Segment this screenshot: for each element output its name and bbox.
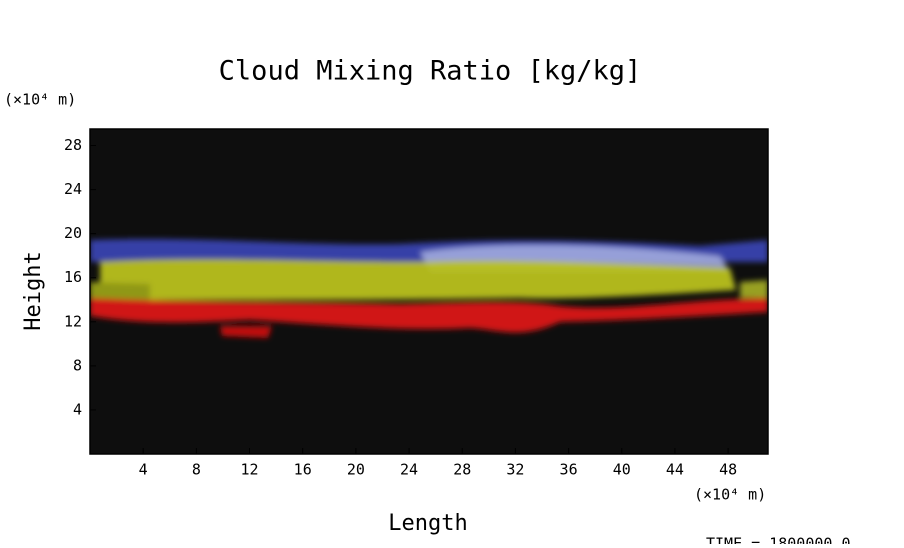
x-tick-label: 12 [240,461,258,479]
y-tick-label: 12 [64,312,82,330]
cloud-field [90,239,768,338]
x-tick-label: 4 [139,461,148,479]
y-axis-label: Height [21,251,46,330]
x-tick-label: 32 [506,461,524,479]
y-unit: (×10⁴ m) [4,91,76,109]
x-tick-label: 40 [613,461,631,479]
x-unit: (×10⁴ m) [694,486,766,504]
y-tick-label: 8 [73,356,82,374]
y-tick-label: 16 [64,268,82,286]
x-axis-label: Length [388,511,467,536]
x-tick-label: 36 [560,461,578,479]
x-tick-label: 8 [192,461,201,479]
time-label: TIME = 1800000.0 [706,535,851,545]
y-tick-label: 24 [64,180,82,198]
x-tick-label: 24 [400,461,418,479]
x-tick-label: 44 [666,461,684,479]
x-tick-label: 16 [294,461,312,479]
chart-title: Cloud Mixing Ratio [kg/kg] [219,56,642,87]
y-tick-label: 20 [64,224,82,242]
y-tick-label: 4 [73,400,82,418]
x-tick-label: 48 [719,461,737,479]
y-tick-label: 28 [64,136,82,154]
plot-frame [89,128,769,455]
x-tick-label: 20 [347,461,365,479]
x-tick-label: 28 [453,461,471,479]
